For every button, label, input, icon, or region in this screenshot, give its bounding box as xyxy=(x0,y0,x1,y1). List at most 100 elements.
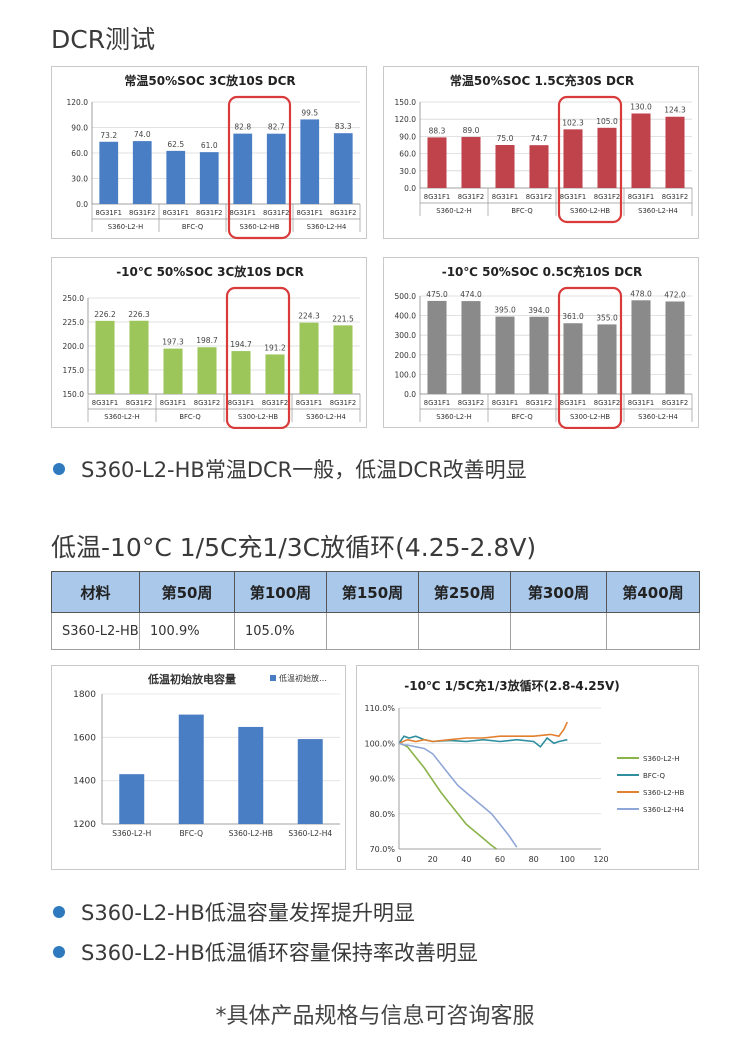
table-cell xyxy=(510,612,607,650)
chart-6-svg: -10℃ 1/5C充1/3放循环(2.8-4.25V) 70.0% 80.0% 90.… xyxy=(364,678,684,864)
y-tick-label: 100.0% xyxy=(364,739,395,748)
bar xyxy=(166,150,186,204)
cycle-table: 材料 第50周 第100周 第150周 第250周 第300周 第400周 S3… xyxy=(51,571,700,650)
x-tick-label: 8G31F2 xyxy=(594,193,620,201)
bar xyxy=(333,325,353,394)
bar xyxy=(461,301,481,394)
x-tick-label: 0 xyxy=(396,855,401,864)
bar xyxy=(238,726,264,824)
series-line xyxy=(398,721,569,745)
chart-panel-1: 常温50%SOC 3C放10S DCR 0.0 30.0 60.0 90.0 120.0 7… xyxy=(51,66,367,240)
group-label: S360-L2-H xyxy=(436,413,471,421)
legend-label: 低温初始放… xyxy=(279,673,327,683)
bullet-dot xyxy=(53,463,65,475)
y-tick-label: 60.0 xyxy=(71,149,88,158)
bar xyxy=(563,323,583,394)
y-tick-label: 500.0 xyxy=(395,292,417,301)
table-header: 第50周 xyxy=(139,571,235,613)
data-label: 89.0 xyxy=(463,126,480,135)
table-cell xyxy=(326,612,419,650)
data-label: 224.3 xyxy=(298,312,320,321)
chart-panel-6: -10℃ 1/5C充1/3放循环(2.8-4.25V) 70.0% 80.0% 90.… xyxy=(356,665,699,870)
table-cell: 105.0% xyxy=(234,612,327,650)
data-label: 475.0 xyxy=(426,290,448,299)
group-label: S360-L2-H4 xyxy=(306,413,346,421)
x-tick-label: 8G31F2 xyxy=(263,209,289,217)
group-label: S360-L2-HB xyxy=(570,207,610,215)
table-header: 第400周 xyxy=(606,571,700,613)
x-tick-label: 8G31F1 xyxy=(163,209,189,217)
x-tick-label: 8G31F1 xyxy=(560,193,586,201)
chart-panel-2: 常温50%SOC 1.5C充30S DCR 0.0 30.0 60.0 90.0 120.… xyxy=(383,66,699,239)
x-tick-label: 8G31F1 xyxy=(160,399,186,407)
data-label: 82.8 xyxy=(234,123,251,132)
x-tick-label: 8G31F1 xyxy=(492,399,518,407)
x-tick-label: 8G31F2 xyxy=(662,193,688,201)
bar xyxy=(563,129,583,188)
x-tick-label: 8G31F1 xyxy=(628,193,654,201)
highlight-box xyxy=(557,286,623,429)
chart-3-svg: -10℃ 50%SOC 3C放10S DCR 150.0 175.0 200.0 225… xyxy=(63,264,361,429)
x-tick-label: S360-L2-H4 xyxy=(288,829,332,838)
bar xyxy=(99,141,119,204)
bar xyxy=(597,127,617,188)
bar xyxy=(231,351,251,394)
bullet-capacity: S360-L2-HB低温容量发挥提升明显 xyxy=(53,897,415,927)
bar xyxy=(129,320,149,394)
group-label: S300-L2-HB xyxy=(238,413,278,421)
bar xyxy=(427,300,447,394)
data-label: 74.7 xyxy=(531,134,548,143)
group-label: BFC-Q xyxy=(511,207,532,215)
y-tick-label: 150.0 xyxy=(63,390,85,399)
x-tick-label: 120 xyxy=(593,855,608,864)
y-tick-label: 90.0 xyxy=(71,124,88,133)
bar xyxy=(665,116,685,188)
y-tick-label: 60.0 xyxy=(399,150,416,159)
data-label: 394.0 xyxy=(528,306,550,315)
x-tick-label: BFC-Q xyxy=(179,829,203,838)
x-tick-label: 8G31F1 xyxy=(560,399,586,407)
data-label: 75.0 xyxy=(497,134,514,143)
group-label: BFC-Q xyxy=(179,413,200,421)
y-tick-label: 300.0 xyxy=(395,331,417,340)
table-header-row: 材料 第50周 第100周 第150周 第250周 第300周 第400周 xyxy=(51,571,700,613)
x-tick-label: 40 xyxy=(461,855,471,864)
table-cell: S360-L2-HB xyxy=(51,612,140,650)
bullet-text: S360-L2-HB低温循环容量保持率改善明显 xyxy=(81,941,478,965)
x-tick-label: 8G31F1 xyxy=(424,399,450,407)
y-tick-label: 80.0% xyxy=(370,810,396,819)
data-label: 124.3 xyxy=(664,106,686,115)
data-label: 105.0 xyxy=(596,117,618,126)
highlight-box xyxy=(227,95,292,240)
legend-label: S360-L2-HB xyxy=(643,789,684,797)
bar xyxy=(461,136,481,188)
data-label: 395.0 xyxy=(494,306,516,315)
table-header: 第150周 xyxy=(326,571,419,613)
chart-title: 常温50%SOC 3C放10S DCR xyxy=(124,73,295,88)
chart-1-svg: 常温50%SOC 3C放10S DCR 0.0 30.0 60.0 90.0 120.0 7… xyxy=(67,73,361,240)
table-row: S360-L2-HB 100.9% 105.0% xyxy=(51,612,700,650)
x-tick-label: 8G31F2 xyxy=(194,399,220,407)
data-label: 226.2 xyxy=(94,310,116,319)
x-tick-label: S360-L2-HB xyxy=(229,829,273,838)
x-tick-label: 8G31F1 xyxy=(492,193,518,201)
y-tick-label: 120.0 xyxy=(67,98,89,107)
table-cell xyxy=(418,612,511,650)
series-line xyxy=(398,742,518,848)
bar xyxy=(495,145,515,188)
y-tick-label: 90.0 xyxy=(399,132,416,141)
legend-label: S360-L2-H xyxy=(643,755,679,763)
y-tick-label: 1400 xyxy=(73,777,96,787)
data-label: 361.0 xyxy=(562,312,584,321)
table-header: 材料 xyxy=(51,571,140,613)
bar xyxy=(265,354,285,394)
data-label: 478.0 xyxy=(630,289,652,298)
chart-title: 低温初始放电容量 xyxy=(147,672,236,686)
y-tick-label: 0.0 xyxy=(404,184,416,193)
bullet-text: S360-L2-HB低温容量发挥提升明显 xyxy=(81,901,415,925)
data-label: 197.3 xyxy=(162,338,184,347)
x-tick-label: 80 xyxy=(529,855,539,864)
bullet-dcr-summary: S360-L2-HB常温DCR一般，低温DCR改善明显 xyxy=(53,454,527,484)
data-label: 194.7 xyxy=(230,340,252,349)
